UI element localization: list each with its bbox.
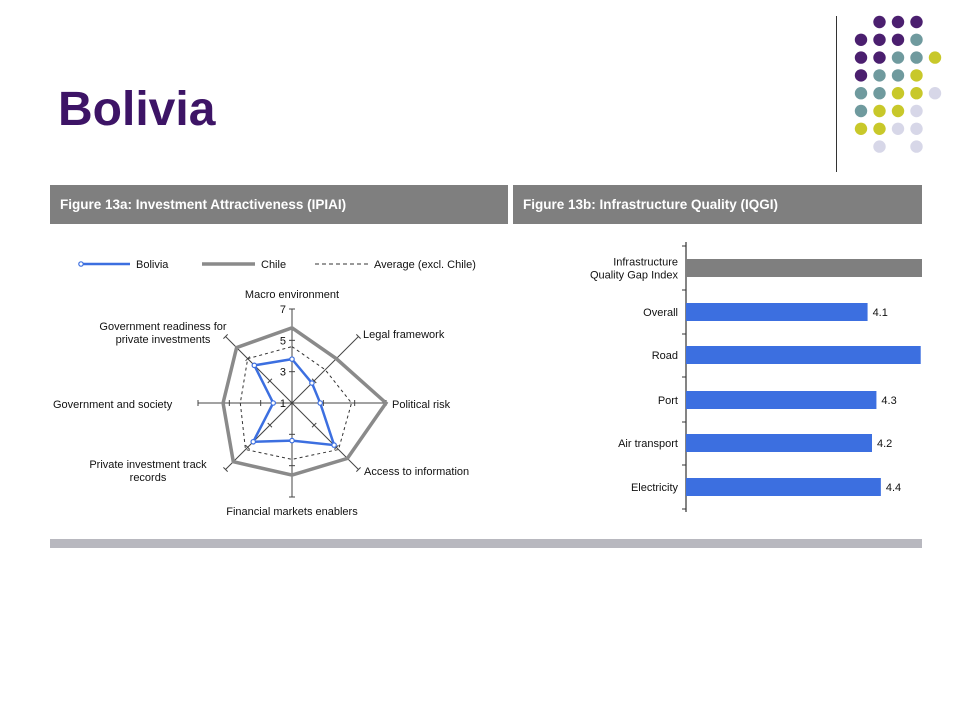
decor-dot — [891, 69, 905, 82]
bar-category-label: Overall — [643, 307, 678, 319]
radar-series-chile — [221, 325, 389, 477]
radar-tick-mark — [355, 334, 361, 340]
radar-tick-mark — [333, 444, 339, 450]
radar-tick-mark — [245, 444, 251, 450]
decor-dot — [910, 87, 923, 100]
decor-dot — [873, 33, 886, 46]
bar-gap-index — [686, 259, 922, 277]
decor-dot — [873, 69, 886, 82]
decor-dot — [873, 122, 886, 135]
bar-category-label: Air transport — [618, 438, 678, 450]
decor-dot — [873, 87, 886, 100]
decor-dot — [928, 87, 942, 100]
radar-axis-label: private investments — [116, 334, 211, 346]
radar-axis-label: Financial markets enablers — [226, 506, 358, 518]
radar-chart: 1 3 5 7 Macro environment Legal framework Poli… — [53, 259, 476, 518]
bar-port — [686, 391, 877, 409]
decor-dot — [854, 69, 868, 82]
decor-dot — [854, 87, 868, 100]
decor-dot — [910, 140, 923, 153]
decor-dot — [910, 104, 923, 118]
bar-value-label: 4.4 — [886, 482, 901, 494]
radar-point-bolivia — [250, 438, 257, 445]
figure-13b-header: Figure 13b: Infrastructure Quality (IQGI… — [513, 185, 922, 224]
radar-axis-label: Government and society — [53, 399, 173, 411]
decor-dot — [854, 33, 868, 46]
decor-dot — [891, 87, 905, 100]
decor-dot — [873, 15, 886, 29]
radar-tick-label: 5 — [280, 335, 286, 347]
radar-tick-label: 1 — [280, 398, 286, 410]
bar-value-label: 4.2 — [877, 438, 892, 450]
bar-category-label: Quality Gap Index — [590, 270, 679, 282]
decor-dot — [910, 51, 923, 64]
radar-tick-mark — [355, 466, 361, 472]
radar-tick-mark — [223, 466, 229, 472]
bar-category-label: Electricity — [631, 482, 679, 494]
decor-dot — [910, 15, 923, 29]
radar-axis-line — [225, 402, 293, 470]
radar-axis-line — [291, 336, 359, 404]
radar-point-bolivia — [331, 442, 337, 448]
decor-dot — [910, 122, 923, 135]
bar-chart: 6.7InfrastructureQuality Gap Index4.1Ove… — [590, 242, 922, 512]
bar-value-label: 4.3 — [881, 395, 896, 407]
decor-dot — [873, 104, 886, 118]
radar-point-bolivia — [309, 380, 315, 386]
title-divider-line — [836, 16, 837, 172]
radar-axis-label: Government readiness for — [99, 321, 227, 333]
radar-point-bolivia — [270, 400, 277, 406]
radar-tick-label: 7 — [280, 304, 286, 316]
radar-tick-mark — [267, 378, 273, 384]
bar-overall — [686, 303, 868, 321]
bar-category-label: Infrastructure — [613, 257, 678, 269]
decor-dot — [891, 104, 905, 118]
bar-category-label: Port — [658, 395, 678, 407]
slide-title: Bolivia — [58, 83, 216, 136]
radar-point-bolivia — [317, 400, 324, 406]
decor-dot — [928, 51, 942, 64]
legend-label-average: Average (excl. Chile) — [374, 259, 476, 271]
radar-point-bolivia — [289, 437, 295, 444]
decor-dot — [854, 104, 868, 118]
radar-tick-mark — [267, 422, 273, 428]
bar-air-transport — [686, 434, 872, 452]
bar-electricity — [686, 478, 881, 496]
decor-dot — [910, 33, 923, 46]
radar-axis-label: Macro environment — [245, 289, 339, 301]
footer-bar — [50, 539, 922, 548]
decor-dot — [891, 15, 905, 29]
radar-series-average-excl-chile — [239, 346, 353, 460]
legend-marker-bolivia — [78, 261, 84, 267]
decor-dot — [854, 122, 868, 135]
decor-dot — [873, 140, 886, 153]
figure-13a-header: Figure 13a: Investment Attractiveness (I… — [50, 185, 508, 224]
decor-dot — [891, 122, 905, 135]
decor-dot — [891, 33, 905, 46]
radar-tick-mark — [311, 422, 317, 428]
decor-dot — [910, 69, 923, 82]
radar-axis-label: Legal framework — [363, 329, 445, 341]
radar-axis-label: Political risk — [392, 399, 451, 411]
radar-axis-label: Private investment track — [89, 459, 207, 471]
radar-point-bolivia — [289, 356, 295, 362]
radar-axis-label: Access to information — [364, 466, 469, 478]
legend-label-bolivia: Bolivia — [136, 259, 169, 271]
radar-axis-label: records — [130, 472, 167, 484]
bar-value-label: 4.1 — [873, 307, 888, 319]
radar-tick-mark — [223, 334, 229, 340]
radar-tick-label: 3 — [280, 367, 286, 379]
bar-road — [686, 346, 921, 364]
radar-point-bolivia — [251, 362, 258, 369]
decor-dot — [873, 51, 886, 64]
bar-category-label: Road — [652, 350, 678, 362]
decor-dot — [854, 51, 868, 64]
decor-dot — [891, 51, 905, 64]
radar-tick-mark — [311, 378, 317, 384]
decorative-dot-grid — [854, 15, 942, 153]
legend-label-chile: Chile — [261, 259, 286, 271]
